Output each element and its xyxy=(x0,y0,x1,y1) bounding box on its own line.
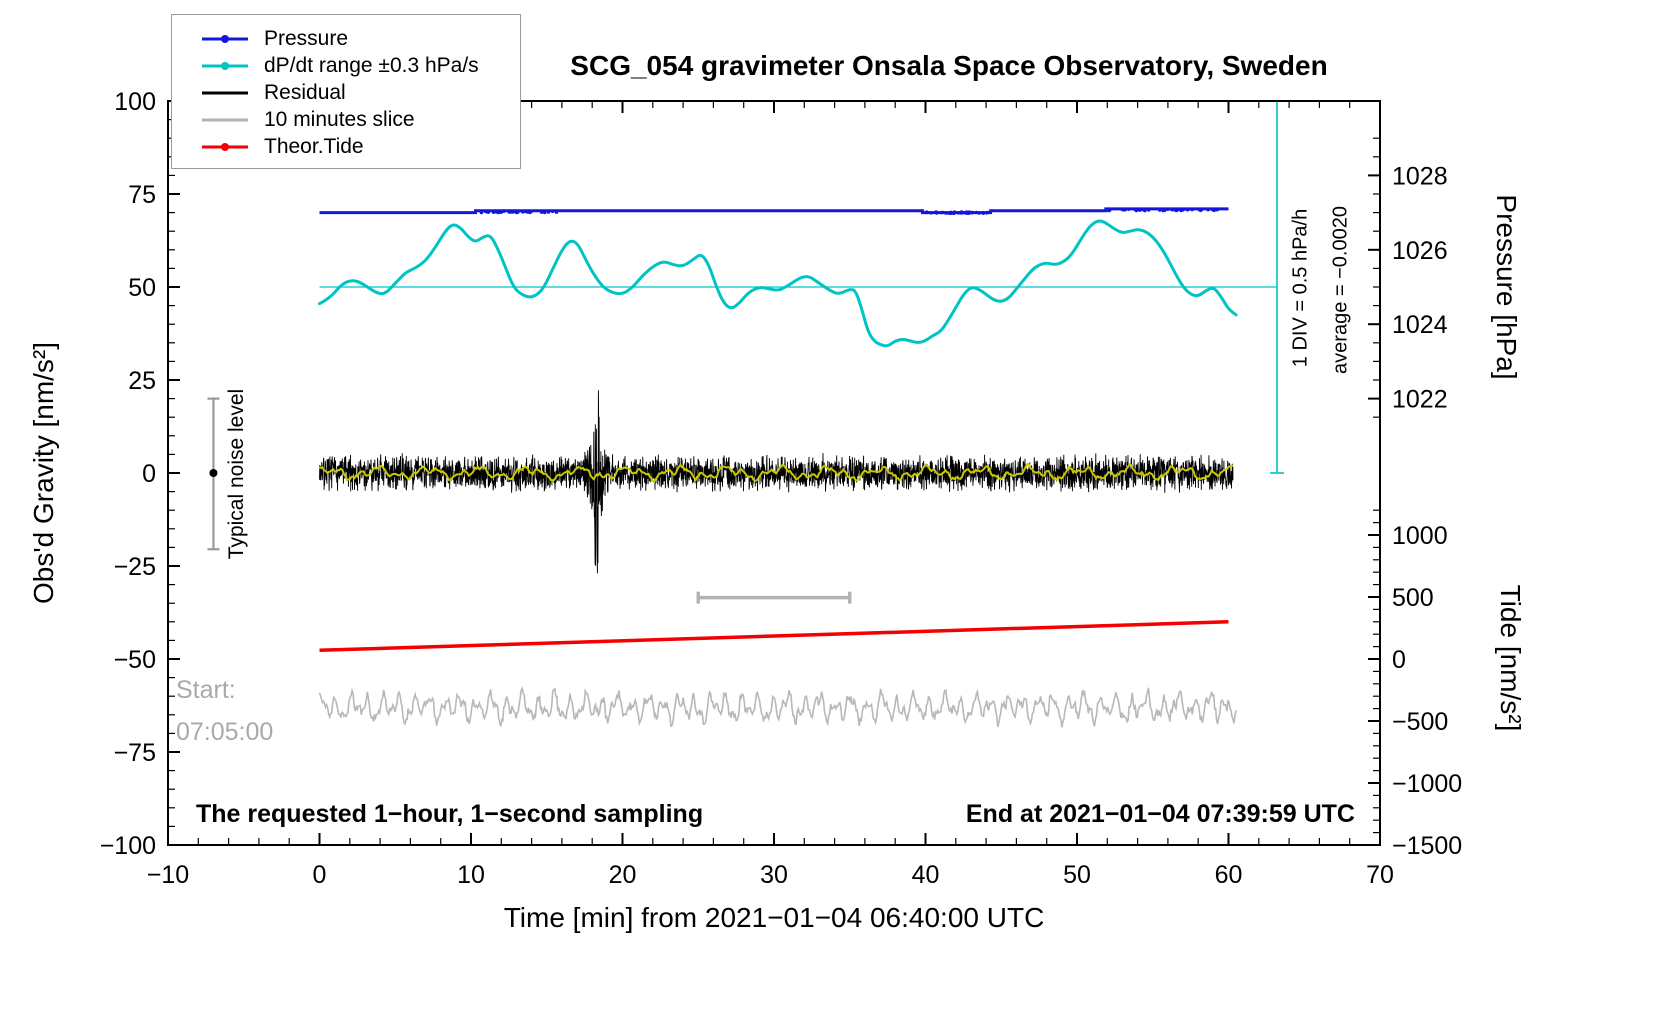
tick-label: −25 xyxy=(114,553,156,581)
legend-item: dP/dt range ±0.3 hPa/s xyxy=(172,52,520,79)
series-pressure xyxy=(319,207,1229,215)
series-residual xyxy=(319,390,1234,574)
tick-label: 10 xyxy=(457,861,485,889)
series-residual-g xyxy=(319,390,1234,574)
legend: Pressure dP/dt range ±0.3 hPa/s Residual 10… xyxy=(171,14,521,169)
series-dpdt xyxy=(318,219,1238,348)
tick-label: 25 xyxy=(128,367,156,395)
tick-label: 30 xyxy=(760,861,788,889)
tick-label: 1026 xyxy=(1392,237,1448,265)
tick-label: −100 xyxy=(100,832,156,860)
ten-min-scale-bar xyxy=(696,591,852,604)
legend-label: Pressure xyxy=(264,26,349,50)
legend-label: 10 minutes slice xyxy=(264,107,415,131)
series-tide-g xyxy=(319,620,1229,653)
tick-label: 500 xyxy=(1392,584,1434,612)
tick-label: 50 xyxy=(128,274,156,302)
noise-dot xyxy=(209,469,218,477)
legend-marker-icon xyxy=(202,61,248,71)
series-pressure-g xyxy=(319,207,1229,215)
tick-label: 1000 xyxy=(1392,522,1448,550)
y-axis-label-gravity: Obs'd Gravity [nm/s²] xyxy=(28,341,59,605)
div-scale-label: 1 DIV = 0.5 hPa/h xyxy=(1289,208,1312,368)
tick-labels: −10 0 10 20 30 40 50 60 70−100−75−50−25025507510… xyxy=(100,88,1463,889)
legend-item: Theor.Tide xyxy=(172,133,520,160)
tick-label: −1500 xyxy=(1392,832,1462,860)
legend-marker-icon xyxy=(202,142,248,152)
tick-label: −50 xyxy=(114,646,156,674)
tick-label: 70 xyxy=(1366,861,1394,889)
y-axis-label-tide: Tide [nm/s²] xyxy=(1495,584,1526,732)
tick-label: −500 xyxy=(1392,708,1448,736)
legend-marker-icon xyxy=(202,88,248,98)
legend-marker-icon xyxy=(202,115,248,125)
tick-label: 50 xyxy=(1063,861,1091,889)
tick-label: −1000 xyxy=(1392,770,1462,798)
legend-item: Pressure xyxy=(172,25,520,52)
legend-label: Theor.Tide xyxy=(264,134,364,158)
y-axis-label-pressure: Pressure [hPa] xyxy=(1491,194,1522,380)
tick-label: 1022 xyxy=(1392,386,1448,414)
series-slice-g xyxy=(318,685,1237,728)
series-smooth-g xyxy=(319,462,1234,483)
tick-label: 0 xyxy=(142,460,156,488)
tick-label: 1024 xyxy=(1392,311,1448,339)
start-label: Start: xyxy=(176,676,236,704)
tick-label: 20 xyxy=(609,861,637,889)
end-time-note: End at 2021−01−04 07:39:59 UTC xyxy=(965,800,1355,828)
noise-errorbar xyxy=(207,397,220,551)
x-axis-label: Time [min] from 2021−01−04 06:40:00 UTC xyxy=(503,902,1045,933)
legend-label: dP/dt range ±0.3 hPa/s xyxy=(264,53,479,77)
tick-label: 0 xyxy=(1392,646,1406,674)
typical-noise-level-label: Typical noise level xyxy=(225,388,248,560)
legend-item: Residual xyxy=(172,79,520,106)
tick-label: 0 xyxy=(313,861,327,889)
tick-label: 100 xyxy=(114,88,156,116)
chart-title: SCG_054 gravimeter Onsala Space Observat… xyxy=(570,50,1328,81)
legend-item: 10 minutes slice xyxy=(172,106,520,133)
tick-label: 75 xyxy=(128,181,156,209)
sampling-note: The requested 1−hour, 1−second sampling xyxy=(196,800,704,828)
series-ten-min-slice xyxy=(318,685,1237,728)
series-theor-tide xyxy=(319,620,1229,653)
legend-marker-icon xyxy=(202,34,248,44)
tick-label: −75 xyxy=(114,739,156,767)
series-dpdt-g xyxy=(318,219,1238,348)
tick-label: 40 xyxy=(912,861,940,889)
legend-label: Residual xyxy=(264,80,346,104)
tick-label: 60 xyxy=(1215,861,1243,889)
series-residual-smooth xyxy=(319,462,1234,483)
start-time: 07:05:00 xyxy=(176,718,274,746)
tick-label: −10 xyxy=(147,861,189,889)
tick-label: 1028 xyxy=(1392,162,1448,190)
average-label: average = −0.0020 xyxy=(1329,206,1352,374)
